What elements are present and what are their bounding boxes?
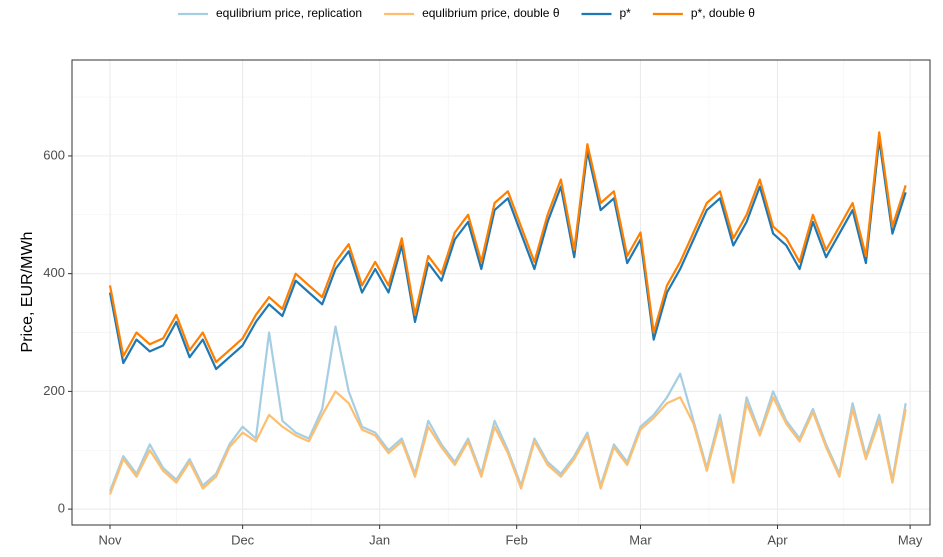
x-tick-label: Dec [231, 532, 255, 547]
x-tick-label: May [898, 532, 923, 547]
x-tick-label: Mar [629, 532, 652, 547]
y-axis-label: Price, EUR/MWh [19, 232, 36, 353]
x-tick-label: Jan [369, 532, 390, 547]
legend-label: p*, double θ [691, 6, 755, 20]
y-tick-label: 0 [58, 501, 65, 516]
series-line [108, 131, 907, 364]
x-tick-label: Feb [505, 532, 527, 547]
y-tick-label: 200 [43, 383, 65, 398]
legend-label: equlibrium price, double θ [422, 6, 560, 20]
legend-label: equlibrium price, replication [216, 6, 362, 20]
series-line [108, 325, 907, 492]
x-tick-label: Nov [98, 532, 122, 547]
legend-label: p* [620, 6, 632, 20]
series-line [108, 138, 907, 371]
y-tick-label: 600 [43, 147, 65, 162]
panel-border [71, 59, 931, 526]
x-tick-label: Apr [767, 532, 788, 547]
y-tick-label: 400 [43, 265, 65, 280]
series-line [108, 390, 907, 495]
